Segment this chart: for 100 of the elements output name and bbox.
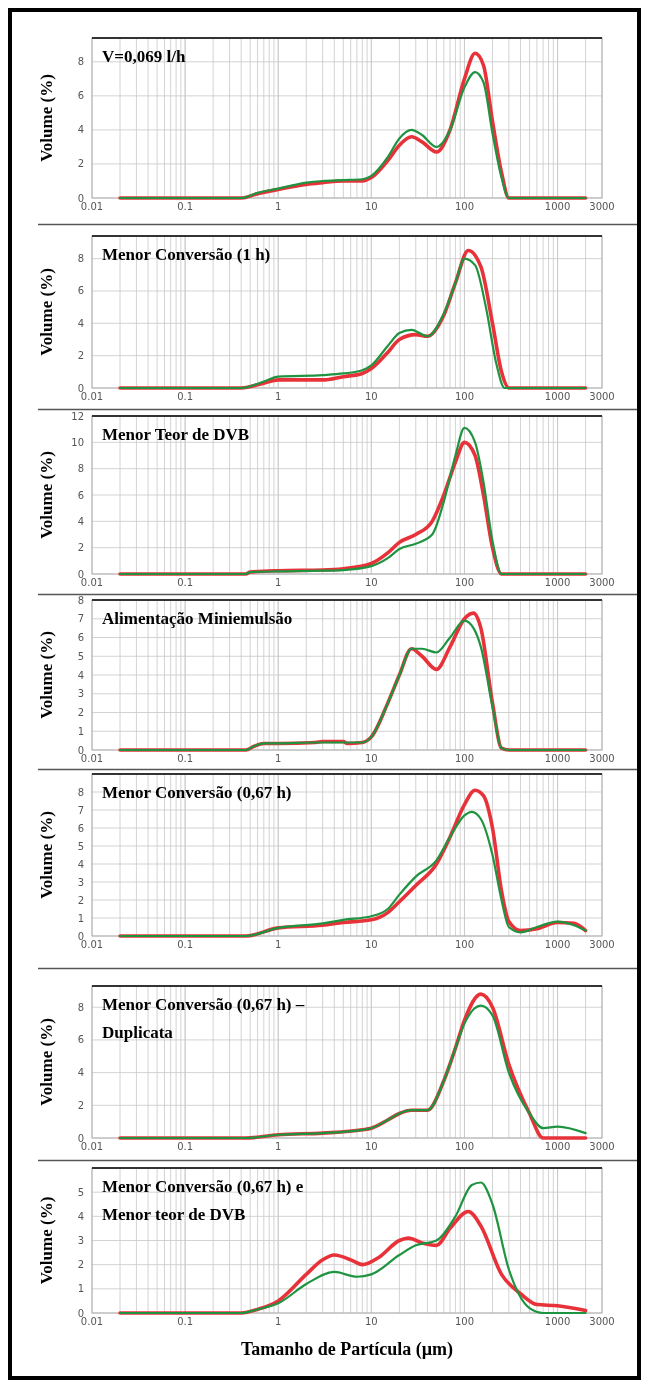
x-tick-label: 1000 — [544, 1316, 571, 1327]
y-axis-title: Volume (%) — [37, 631, 56, 719]
y-tick-label: 2 — [77, 542, 84, 554]
y-tick-label: 6 — [77, 285, 84, 297]
x-tick-label: 1 — [275, 1141, 282, 1152]
x-tick-label: 0.01 — [80, 753, 104, 764]
y-axis-title: Volume (%) — [37, 268, 56, 356]
y-tick-label: 4 — [77, 1067, 84, 1079]
x-tick-label: 0.01 — [80, 939, 104, 950]
x-tick-label: 0.01 — [80, 1316, 104, 1327]
x-axis-title: Tamanho de Partícula (µm) — [240, 1339, 454, 1360]
y-tick-label: 6 — [77, 489, 84, 501]
y-tick-label: 8 — [77, 463, 84, 475]
x-tick-label: 1 — [275, 1316, 282, 1327]
x-tick-label: 1 — [275, 753, 282, 764]
x-tick-label: 1 — [275, 201, 282, 212]
x-tick-label: 3000 — [589, 577, 615, 588]
x-tick-label: 100 — [454, 939, 475, 950]
text: Menor Conversão (0,67 h) — [102, 783, 292, 802]
y-tick-label: 10 — [71, 436, 84, 448]
y-tick-label: 1 — [77, 1283, 84, 1295]
y-tick-label: 4 — [77, 669, 84, 681]
x-tick-label: 0.1 — [177, 939, 194, 950]
y-tick-label: 2 — [77, 894, 84, 906]
y-tick-label: 7 — [77, 804, 84, 816]
y-tick-label: 3 — [77, 688, 84, 700]
y-tick-label: 0 — [77, 1307, 84, 1319]
x-tick-label: 100 — [454, 577, 475, 588]
y-axis-title: Volume (%) — [37, 811, 56, 899]
x-tick-label: 1000 — [544, 753, 571, 764]
y-tick-label: 8 — [77, 253, 84, 265]
x-tick-label: 10 — [364, 1141, 378, 1152]
x-tick-label: 10 — [364, 577, 378, 588]
x-tick-label: 1 — [275, 391, 282, 402]
y-tick-label: 2 — [77, 158, 84, 170]
x-tick-label: 10 — [364, 753, 378, 764]
x-tick-label: 10 — [364, 939, 378, 950]
x-tick-label: 100 — [454, 753, 475, 764]
y-tick-label: 8 — [77, 786, 84, 798]
y-tick-label: 8 — [77, 56, 84, 68]
y-tick-label: 12 — [71, 410, 84, 422]
y-axis-title: Volume (%) — [37, 451, 56, 539]
y-axis-title: Volume (%) — [37, 1018, 56, 1106]
y-tick-label: 0 — [77, 382, 84, 394]
x-tick-label: 0.1 — [177, 753, 194, 764]
x-tick-label: 3000 — [589, 391, 615, 402]
text: Alimentação Miniemulsão — [102, 609, 293, 628]
x-tick-label: 10 — [364, 391, 378, 402]
x-tick-label: 1000 — [544, 577, 571, 588]
y-tick-label: 2 — [77, 1099, 84, 1111]
x-tick-label: 0.01 — [80, 201, 104, 212]
y-tick-label: 7 — [77, 613, 84, 625]
y-tick-label: 6 — [77, 90, 84, 102]
x-tick-label: 1000 — [544, 201, 571, 212]
y-tick-label: 6 — [77, 1034, 84, 1046]
text: Menor Teor de DVB — [102, 425, 250, 444]
y-tick-label: 5 — [77, 1186, 84, 1198]
x-tick-label: 10 — [364, 1316, 378, 1327]
text: Menor Conversão (0,67 h) – Duplicata — [102, 995, 305, 1042]
x-tick-label: 0.1 — [177, 391, 194, 402]
x-tick-label: 100 — [454, 1316, 475, 1327]
y-tick-label: 1 — [77, 725, 84, 737]
y-tick-label: 3 — [77, 1235, 84, 1246]
x-tick-label: 3000 — [589, 201, 615, 212]
y-tick-label: 1 — [77, 912, 84, 924]
text: V=0,069 l/h — [102, 47, 186, 66]
text: Menor Conversão (1 h) — [102, 245, 271, 264]
y-tick-label: 0 — [77, 744, 84, 756]
x-tick-label: 0.01 — [80, 1141, 104, 1152]
y-tick-label: 5 — [77, 840, 84, 852]
x-tick-label: 1000 — [544, 1141, 571, 1152]
x-tick-label: 1 — [275, 577, 282, 588]
y-tick-label: 2 — [77, 707, 84, 718]
y-axis-title: Volume (%) — [37, 1196, 56, 1285]
x-tick-label: 0.1 — [177, 1316, 194, 1327]
y-tick-label: 4 — [77, 515, 84, 527]
x-tick-label: 1000 — [544, 939, 571, 950]
y-tick-label: 0 — [77, 930, 84, 942]
x-tick-label: 0.1 — [177, 201, 194, 212]
y-tick-label: 4 — [77, 317, 84, 329]
x-tick-label: 100 — [454, 391, 475, 402]
y-tick-label: 6 — [77, 632, 84, 643]
y-tick-label: 0 — [77, 568, 84, 580]
x-tick-label: 0.01 — [80, 391, 104, 402]
text: Menor Conversão (0,67 h) e Menor teor de DVB — [102, 1177, 304, 1224]
y-tick-label: 4 — [77, 124, 84, 136]
y-tick-label: 4 — [77, 858, 84, 870]
x-tick-label: 1000 — [544, 391, 571, 402]
x-tick-label: 0.01 — [80, 577, 104, 588]
y-tick-label: 0 — [77, 192, 84, 204]
x-tick-label: 10 — [364, 201, 378, 212]
y-tick-label: 6 — [77, 822, 84, 834]
y-tick-label: 2 — [77, 1259, 84, 1271]
y-tick-label: 5 — [77, 650, 84, 662]
x-tick-label: 3000 — [589, 753, 615, 764]
y-tick-label: 0 — [77, 1132, 84, 1144]
x-tick-label: 3000 — [589, 1141, 615, 1152]
x-tick-label: 1 — [275, 939, 282, 950]
x-tick-label: 0.1 — [177, 577, 194, 588]
x-tick-label: 100 — [454, 1141, 475, 1152]
